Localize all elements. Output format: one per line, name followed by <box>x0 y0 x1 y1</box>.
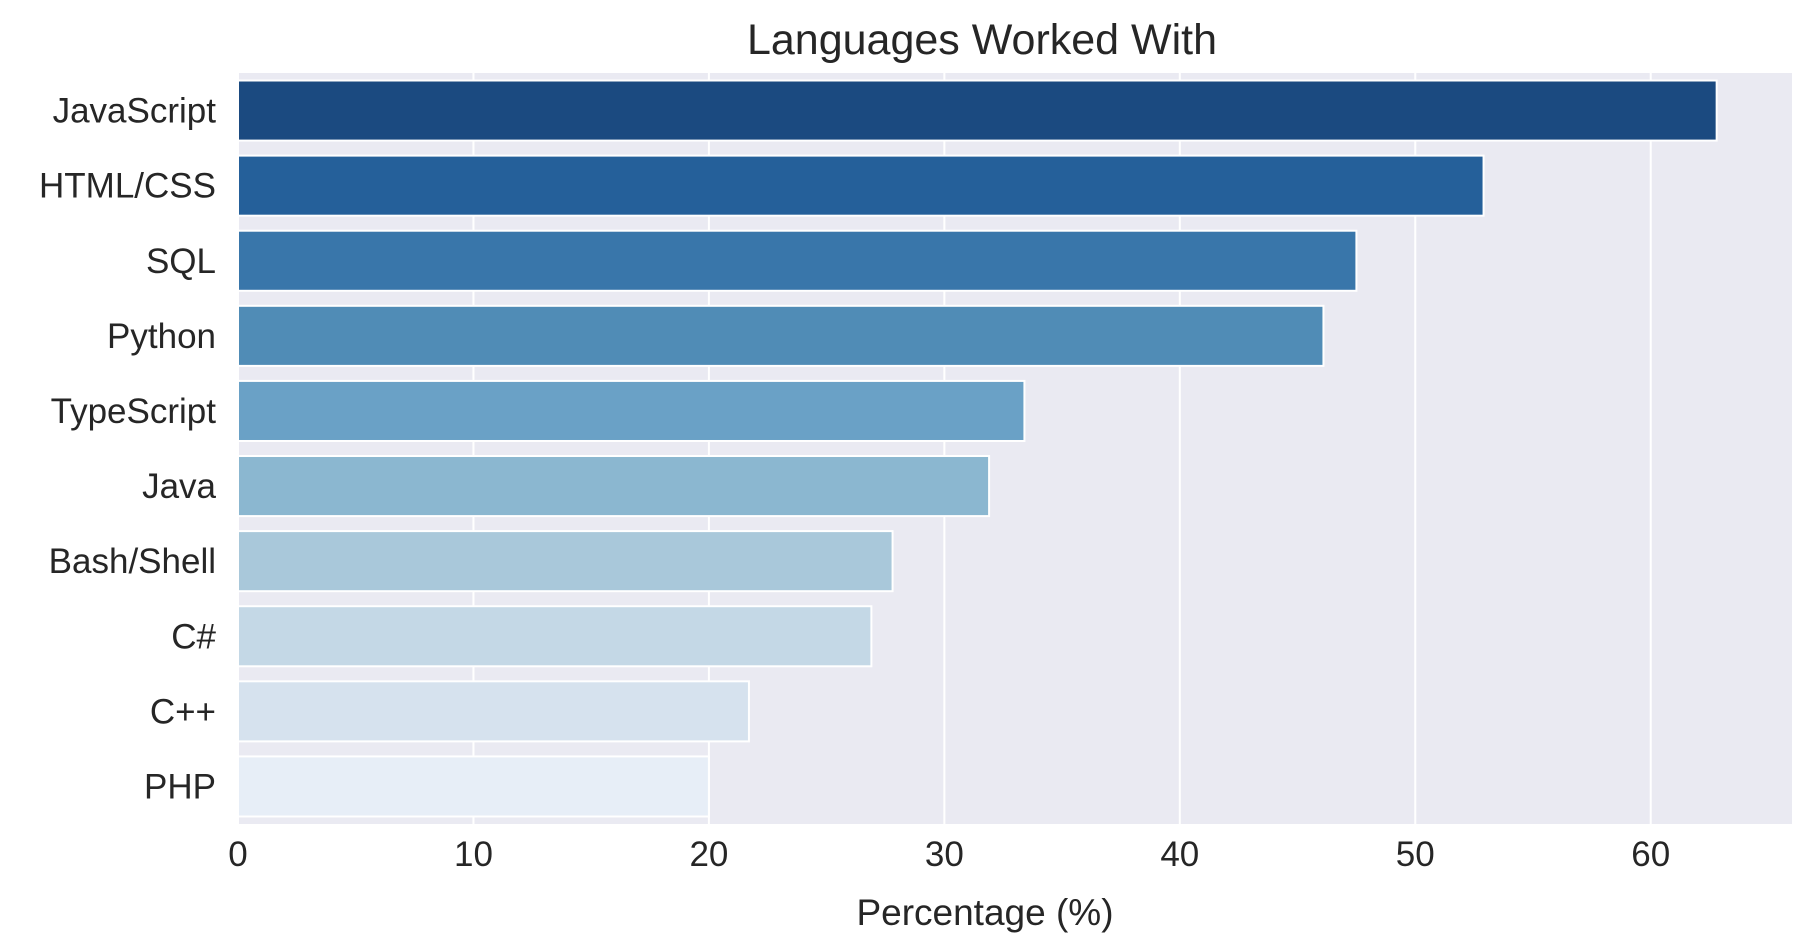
x-tick-label: 0 <box>228 835 247 874</box>
y-tick-label: Java <box>142 467 216 506</box>
bar <box>237 304 1325 367</box>
bar <box>237 229 1358 292</box>
bar <box>237 154 1485 217</box>
x-tick-label: 40 <box>1160 835 1199 874</box>
y-tick-label: C++ <box>150 692 216 731</box>
x-tick-label: 10 <box>454 835 493 874</box>
y-tick-label: SQL <box>146 242 216 281</box>
x-tick-labels: 0 10 20 30 40 50 60 <box>228 835 1670 874</box>
bar <box>237 455 991 518</box>
y-tick-label: HTML/CSS <box>39 167 216 206</box>
y-tick-label: PHP <box>144 767 216 806</box>
x-tick-label: 20 <box>689 835 728 874</box>
x-tick-label: 50 <box>1396 835 1435 874</box>
bar <box>237 79 1718 142</box>
bar <box>237 379 1026 442</box>
bar <box>237 530 894 593</box>
x-axis-label: Percentage (%) <box>856 892 1113 933</box>
y-tick-label: Bash/Shell <box>49 542 216 581</box>
bars <box>237 79 1718 818</box>
bar <box>237 605 873 668</box>
bar <box>237 755 710 818</box>
y-tick-label: TypeScript <box>51 392 217 431</box>
y-tick-label: JavaScript <box>53 92 217 131</box>
bar <box>237 680 750 743</box>
y-tick-label: Python <box>107 317 216 356</box>
y-tick-labels: JavaScript HTML/CSS SQL Python TypeScript Jav… <box>39 92 216 807</box>
x-tick-label: 30 <box>925 835 964 874</box>
chart-title: Languages Worked With <box>747 16 1217 64</box>
x-tick-label: 60 <box>1631 835 1670 874</box>
y-tick-label: C# <box>171 617 216 656</box>
